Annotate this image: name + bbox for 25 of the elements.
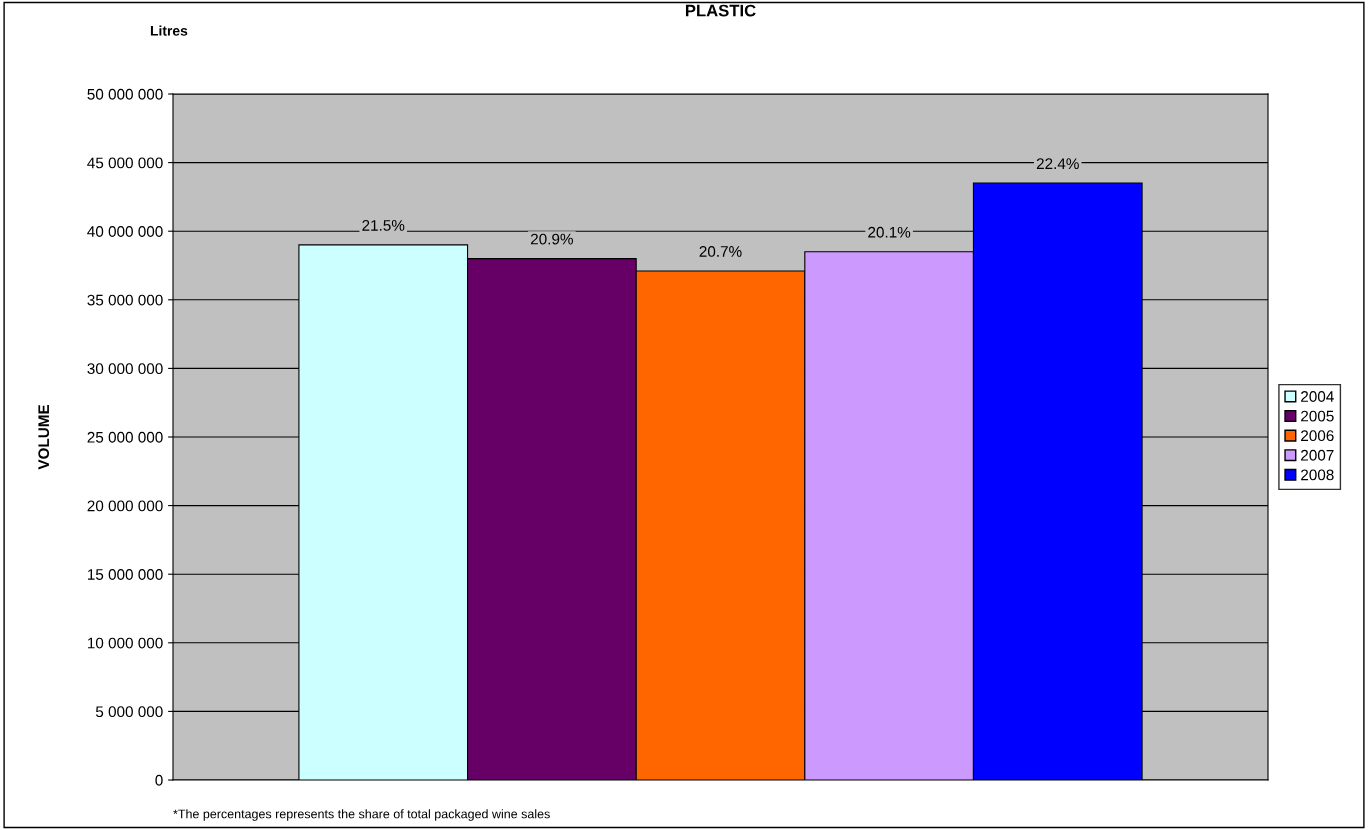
y-tick-label: 40 000 000 [87,226,163,237]
legend-label: 2007 [1301,449,1334,461]
text: *The percentages represents the share of total packaged wine sales [173,809,550,821]
annotation: 20.7% [699,246,742,257]
y-tick-label: 20 000 000 [87,500,163,512]
annotation: 20.1% [868,226,911,238]
legend-label: 2006 [1301,430,1334,442]
annotation: 20.9% [530,233,573,245]
y-tick-label: 30 000 000 [87,363,163,375]
annotation: 22.4% [1036,158,1079,169]
y-tick-label: 25 000 000 [87,431,163,443]
text: Litres [150,25,188,36]
annotation: 21.5% [362,219,405,231]
legend-label: 2008 [1301,469,1334,481]
y-tick-label: 15 000 000 [87,569,163,580]
legend-label: 2004 [1301,391,1334,402]
y-tick-label: 0 [155,774,163,786]
y-tick-label: 45 000 000 [87,157,163,169]
legend-label: 2005 [1301,410,1334,422]
y-tick-label: 10 000 000 [87,637,163,649]
y-tick-label: 5 000 000 [95,706,163,718]
chart-title: PLASTIC [685,4,756,17]
y-tick-label: 35 000 000 [87,294,163,306]
y-tick-label: 50 000 000 [87,88,163,100]
y-axis-title: VOLUME [38,404,50,470]
